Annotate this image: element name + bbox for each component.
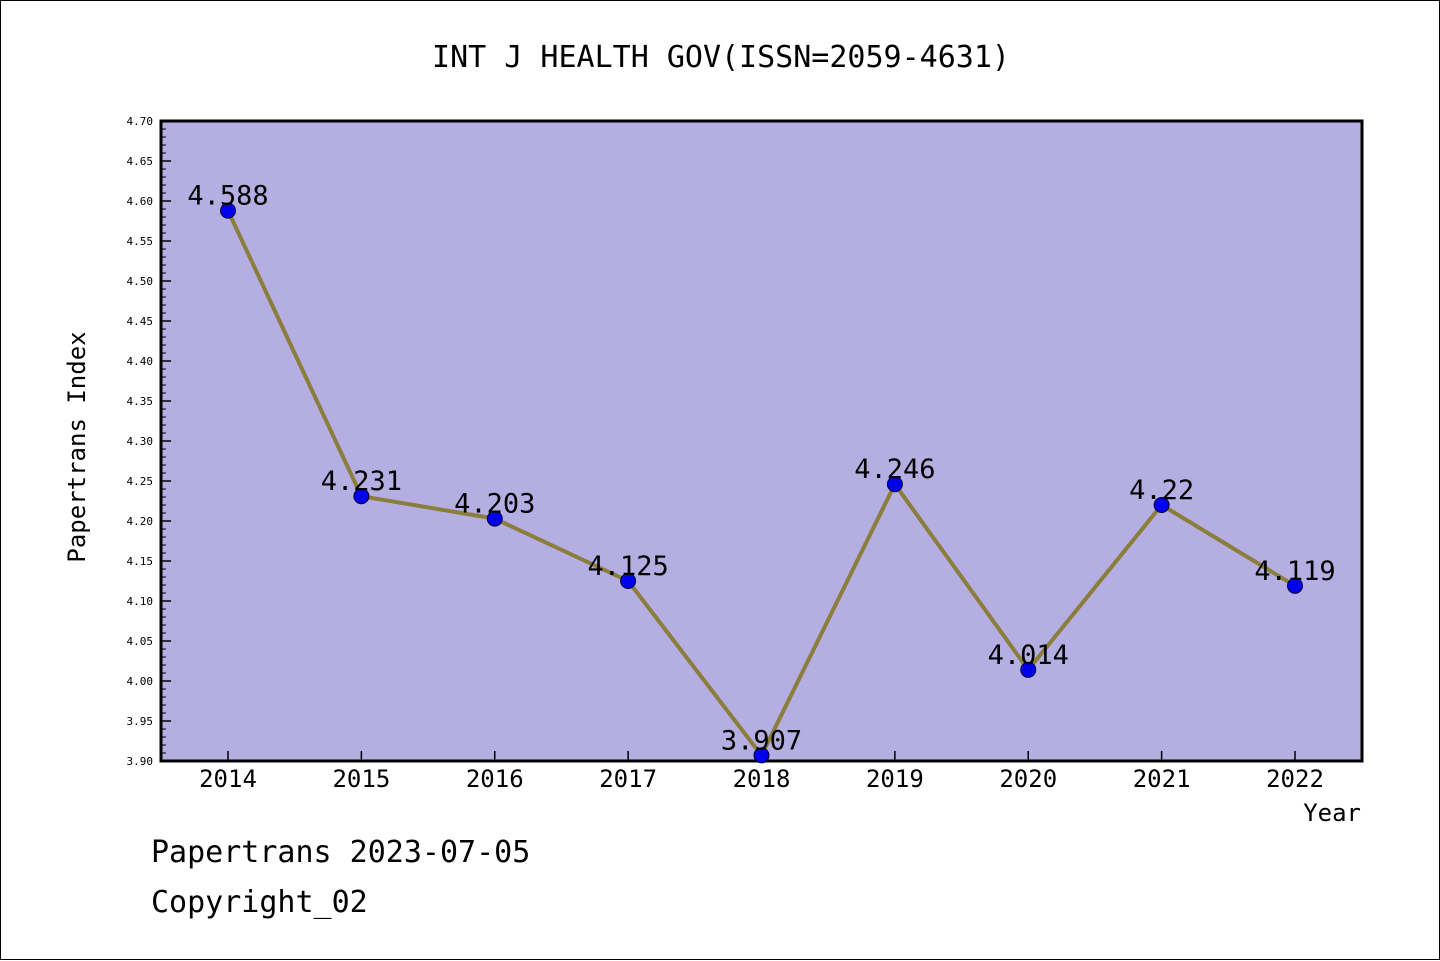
x-tick-label: 2017 (599, 765, 657, 793)
y-tick-label: 4.25 (127, 475, 154, 488)
data-label: 4.231 (321, 466, 402, 497)
y-tick-label: 4.05 (127, 635, 154, 648)
y-tick-label: 4.45 (127, 315, 154, 328)
data-point-marker (886, 476, 903, 493)
x-axis: 2014 2015 2016 2017 2018 2019 2020 2021 2022 (199, 751, 1324, 793)
y-tick-label: 3.90 (127, 755, 154, 768)
footer-date-text: Papertrans 2023-07-05 (151, 835, 531, 870)
data-label: 4.119 (1254, 556, 1335, 587)
y-tick-label: 4.55 (127, 235, 154, 248)
footer-copyright-text: Copyright_02 (151, 885, 368, 920)
y-tick-label: 4.35 (127, 395, 154, 408)
x-tick-label: 2020 (999, 765, 1057, 793)
data-point-marker (620, 573, 637, 589)
data-label: 4.125 (587, 551, 668, 582)
data-label: 4.203 (454, 489, 535, 520)
data-label: 4.588 (187, 181, 268, 212)
y-tick-label: 4.30 (127, 435, 154, 448)
y-tick-label: 4.60 (127, 195, 154, 208)
x-tick-label: 2015 (332, 765, 390, 793)
x-tick-label: 2022 (1266, 765, 1324, 793)
data-label: 3.907 (721, 725, 802, 756)
series-line-group: 4.588 4.231 4.203 4.125 3.907 4.246 4.014 4.22 4… (187, 181, 1336, 764)
y-tick-label: 3.95 (127, 715, 154, 728)
y-tick-label: 4.10 (127, 595, 154, 608)
y-tick-label: 4.20 (127, 515, 154, 528)
plot-area (159, 119, 1364, 763)
data-point-marker (1153, 497, 1170, 513)
y-tick-label: 4.70 (127, 115, 154, 128)
chart-title: INT J HEALTH GOV(ISSN=2059-4631) (432, 40, 1010, 75)
y-tick-label: 4.00 (127, 675, 154, 688)
data-label: 4.014 (988, 640, 1069, 671)
y-tick-label: 4.15 (127, 555, 154, 568)
y-tick-label: 4.40 (127, 355, 154, 368)
data-label: 4.22 (1129, 475, 1194, 506)
data-point-marker (486, 510, 503, 527)
y-tick-label: 4.65 (127, 155, 154, 168)
x-tick-label: 2016 (466, 765, 524, 793)
y-tick-label: 4.50 (127, 275, 154, 288)
x-tick-label: 2018 (733, 765, 791, 793)
data-point-marker (220, 202, 236, 219)
x-axis-label: Year (1303, 799, 1361, 827)
x-tick-label: 2019 (866, 765, 924, 793)
data-point-marker (1020, 661, 1037, 678)
data-point-marker (1287, 577, 1303, 594)
data-label: 4.246 (854, 454, 935, 485)
data-point-marker (753, 747, 770, 764)
data-point-marker (353, 488, 370, 505)
y-axis-label: Papertrans Index (63, 331, 91, 562)
y-axis: 3.90 3.95 4.00 4.05 4.10 4.15 4.20 4.25 4.30 4.35… (127, 115, 171, 768)
x-tick-label: 2021 (1133, 765, 1191, 793)
x-tick-label: 2014 (199, 765, 257, 793)
